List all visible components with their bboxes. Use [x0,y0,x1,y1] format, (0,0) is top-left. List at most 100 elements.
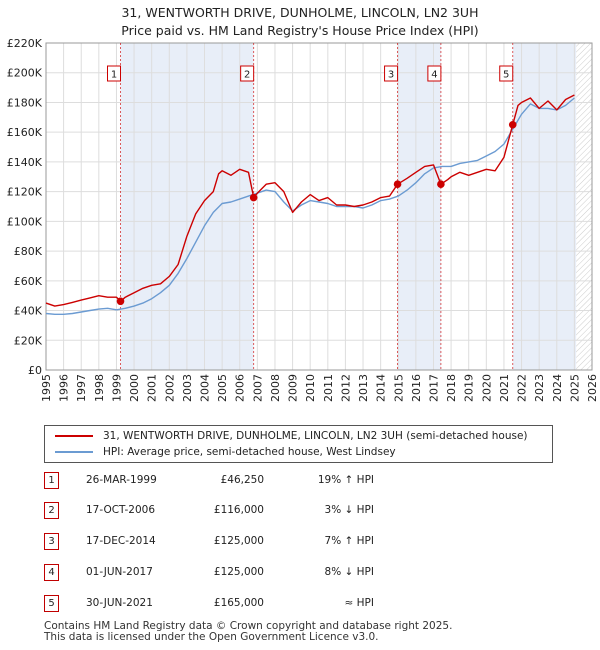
transaction-marker: 4 [44,564,59,581]
sale-number-label: 5 [503,70,509,81]
y-tick-label: £0 [28,364,42,377]
chart-title-line2: Price paid vs. HM Land Registry's House … [121,23,479,38]
x-tick-label: 2005 [216,374,229,402]
sale-number-label: 4 [431,70,437,81]
y-tick-label: £60K [14,275,43,288]
x-tick-label: 2004 [199,374,212,402]
transaction-date: 26-MAR-1999 [86,474,157,486]
transaction-hpi: 8% ↓ HPI [324,566,374,578]
sale-point [437,180,445,189]
x-tick-label: 2009 [287,374,300,402]
y-tick-label: £200K [7,67,43,80]
hpi-line [45,97,575,315]
transaction-price: £125,000 [213,535,264,547]
x-tick-label: 2013 [357,374,370,402]
table-row: 3 17-DEC-2014 £125,000 7% ↑ HPI [44,533,384,553]
ownership-band [512,43,577,370]
y-tick-label: £80K [14,245,43,258]
y-tick-label: £220K [7,37,43,50]
x-tick-label: 1999 [110,374,123,402]
chart-title-line1: 31, WENTWORTH DRIVE, DUNHOLME, LINCOLN, … [121,5,479,20]
x-tick-label: 1998 [93,374,106,402]
x-tick-label: 2011 [322,374,335,402]
legend-swatch-hpi [55,451,93,453]
sale-number-box [240,65,255,82]
table-row: 4 01-JUN-2017 £125,000 8% ↓ HPI [44,564,384,584]
transaction-date: 30-JUN-2021 [86,597,153,609]
sale-point [508,120,517,129]
table-row: 1 26-MAR-1999 £46,250 19% ↑ HPI [44,472,384,492]
x-tick-label: 2020 [480,374,493,402]
x-tick-label: 2014 [375,374,388,402]
transaction-price: £125,000 [213,566,264,578]
transaction-hpi: 7% ↑ HPI [324,535,374,547]
transaction-marker: 1 [44,472,59,489]
y-tick-label: £140K [7,156,43,169]
y-tick-label: £180K [7,96,43,109]
table-row: 5 30-JUN-2021 £165,000 ≈ HPI [44,595,384,615]
x-tick-label: 2008 [269,374,282,402]
transaction-date: 01-JUN-2017 [86,566,153,578]
legend-item-hpi: HPI: Average price, semi-detached house,… [55,444,396,460]
x-tick-label: 2018 [445,374,458,402]
x-tick-label: 1996 [58,374,71,402]
forecast-hatch [576,43,592,370]
sale-number-label: 3 [388,70,394,81]
legend-label-hpi: HPI: Average price, semi-detached house,… [103,446,396,458]
transaction-price: £165,000 [213,597,264,609]
x-tick-label: 2025 [568,374,581,402]
x-tick-label: 1995 [40,374,53,402]
x-tick-label: 2012 [339,374,352,402]
sale-number-box [427,65,442,82]
x-tick-label: 2022 [516,374,529,402]
x-tick-label: 2003 [181,374,194,402]
x-tick-label: 2010 [304,374,317,402]
x-tick-label: 2016 [410,374,423,402]
x-tick-label: 2001 [146,374,159,402]
x-tick-label: 2007 [251,374,264,402]
transaction-hpi: 19% ↑ HPI [317,474,374,486]
transaction-marker: 5 [44,595,59,612]
sale-number-label: 1 [111,70,117,81]
footer-copyright: Contains HM Land Registry data © Crown c… [44,620,453,632]
table-row: 2 17-OCT-2006 £116,000 3% ↓ HPI [44,502,384,522]
footer-notice: Contains HM Land Registry data © Crown c… [44,621,452,643]
x-tick-label: 2002 [163,374,176,402]
price-paid-line [45,94,575,307]
x-tick-label: 2023 [533,374,546,402]
footer-license: This data is licensed under the Open Gov… [44,631,379,643]
ownership-band [397,43,441,370]
x-tick-label: 2000 [128,374,141,402]
x-tick-label: 2021 [498,374,511,402]
plot-frame [45,42,593,371]
sale-number-box [107,65,122,82]
transaction-marker: 2 [44,502,59,519]
x-tick-label: 2024 [551,374,564,402]
transaction-date: 17-OCT-2006 [86,504,155,516]
x-tick-label: 2019 [463,374,476,402]
sale-point [116,297,125,306]
y-tick-label: £120K [7,186,43,199]
x-tick-label: 2006 [234,374,247,402]
transaction-price: £116,000 [213,504,264,516]
y-tick-label: £20K [14,334,43,347]
sale-number-label: 2 [244,70,250,81]
legend-item-price: 31, WENTWORTH DRIVE, DUNHOLME, LINCOLN, … [55,428,528,444]
sale-point [249,193,258,202]
transaction-marker: 3 [44,533,59,550]
transaction-hpi: 3% ↓ HPI [324,504,374,516]
y-tick-label: £40K [14,305,43,318]
transaction-date: 17-DEC-2014 [86,535,156,547]
legend-swatch-price [55,435,93,437]
legend-label-price: 31, WENTWORTH DRIVE, DUNHOLME, LINCOLN, … [103,430,528,442]
legend: 31, WENTWORTH DRIVE, DUNHOLME, LINCOLN, … [44,425,553,463]
y-tick-label: £100K [7,215,43,228]
chart-title: 31, WENTWORTH DRIVE, DUNHOLME, LINCOLN, … [0,4,600,40]
sale-number-box [499,65,514,82]
x-tick-label: 2017 [427,374,440,402]
transaction-price: £46,250 [220,474,264,486]
sale-number-box [384,65,399,82]
sale-point [393,180,402,189]
x-tick-label: 1997 [75,374,88,402]
transaction-hpi: ≈ HPI [344,597,374,609]
